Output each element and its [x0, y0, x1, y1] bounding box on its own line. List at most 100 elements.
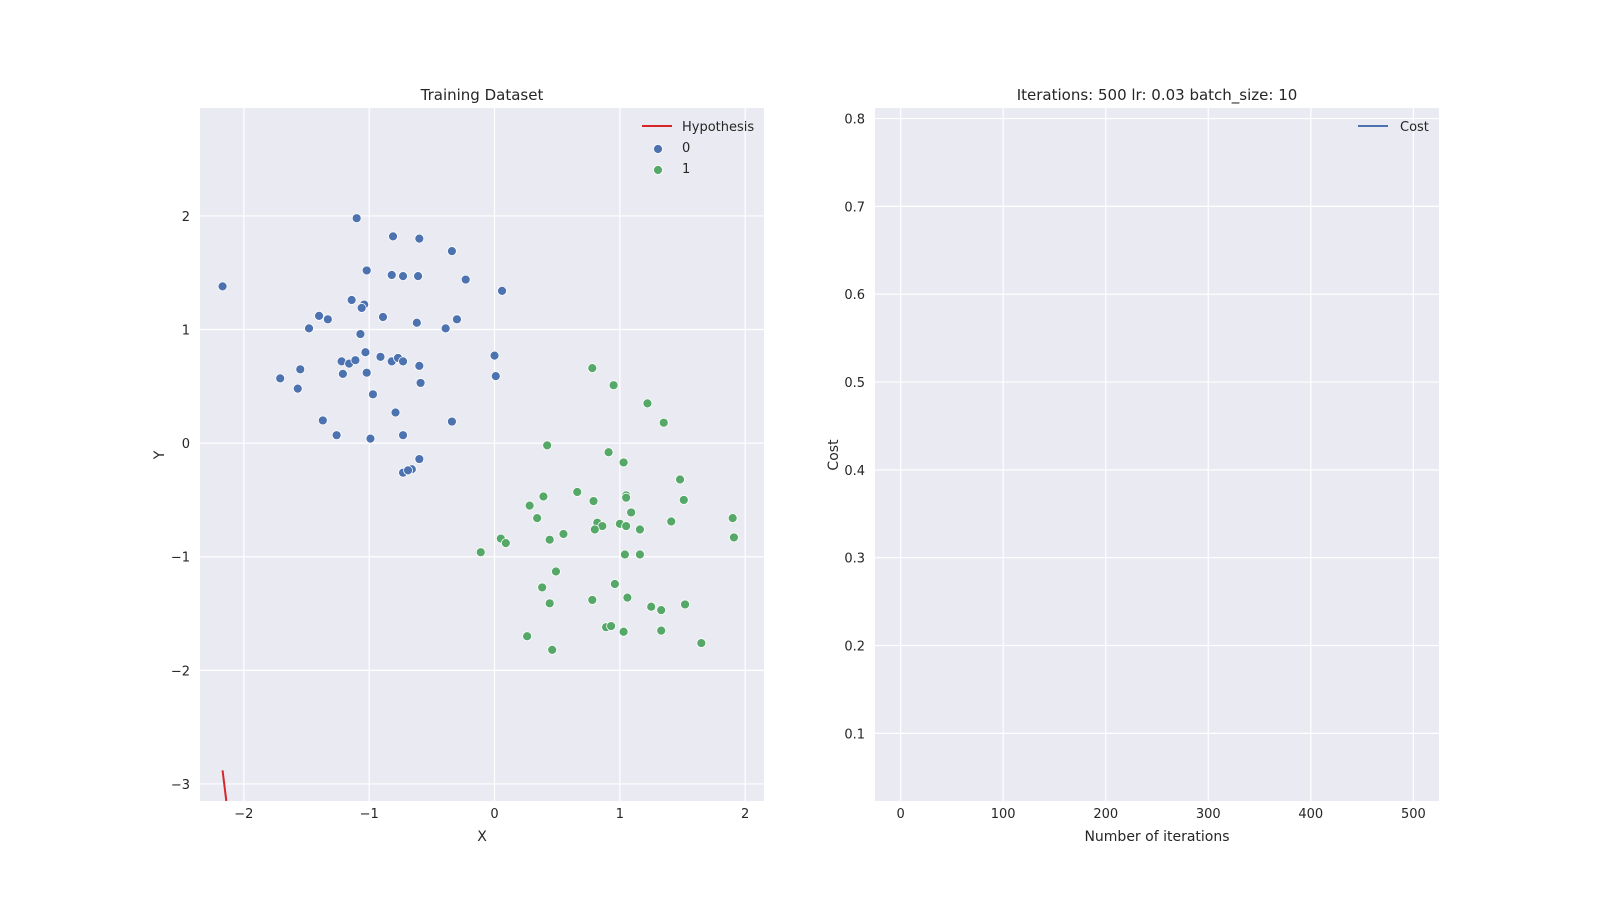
plot-area-background: [200, 108, 764, 801]
y-tick-label: 0.3: [844, 552, 865, 567]
class-1-point: [587, 595, 598, 605]
class-0-point: [447, 246, 457, 257]
class-0-point: [360, 347, 371, 358]
class-1-point: [544, 534, 555, 545]
class-1-point: [558, 529, 569, 539]
class-0-point: [331, 430, 342, 441]
x-tick-label: 500: [1401, 807, 1426, 822]
legend-class-1-swatch: [653, 165, 663, 175]
class-1-point: [656, 625, 667, 636]
x-axis-label: Number of iterations: [1084, 829, 1229, 845]
y-tick-label: −3: [171, 778, 190, 793]
class-0-point: [378, 312, 388, 322]
class-0-point: [356, 303, 367, 313]
x-tick-label: 2: [741, 807, 749, 822]
class-0-point: [317, 415, 328, 426]
plot-area-background: [875, 108, 1439, 801]
x-tick-label: 0: [896, 807, 904, 822]
class-0-point: [322, 314, 333, 325]
y-tick-label: 0.4: [844, 464, 865, 479]
class-1-point: [588, 496, 599, 506]
legend: Hypothesis 0 1: [642, 120, 754, 177]
class-1-point: [727, 513, 738, 524]
class-1-point: [658, 417, 669, 428]
y-axis-label: Y: [152, 450, 168, 460]
class-1-point: [572, 487, 583, 497]
class-1-point: [622, 592, 633, 603]
class-1-point: [618, 457, 629, 468]
legend: Cost: [1358, 120, 1429, 135]
class-1-point: [606, 621, 616, 631]
x-tick-label: 400: [1298, 807, 1323, 822]
class-0-point: [386, 270, 397, 280]
class-0-point: [346, 295, 357, 305]
x-tick-label: −1: [360, 807, 379, 822]
class-0-point: [489, 350, 500, 361]
class-0-point: [361, 265, 372, 276]
class-1-point: [696, 638, 707, 648]
class-0-point: [490, 371, 501, 382]
y-tick-label: 2: [182, 210, 190, 225]
legend-class-0-swatch: [653, 144, 663, 154]
class-0-point: [292, 383, 303, 394]
legend-label-hypothesis: Hypothesis: [682, 120, 754, 135]
class-1-point: [618, 626, 629, 637]
class-0-point: [275, 373, 286, 384]
class-0-point: [314, 310, 324, 321]
tick-labels: −2 −1 0 1 2 −3 −2 −1 0 1 2: [171, 210, 750, 822]
grid-lines: [200, 108, 764, 801]
class-0-point: [415, 378, 426, 388]
class-0-point: [361, 367, 372, 378]
training-dataset-plot: −2 −1 0 1 2 −3 −2 −1 0 1 2 Training Dataset X Y Hy…: [152, 86, 764, 845]
class-0-point: [388, 231, 398, 242]
class-0-point: [351, 213, 362, 224]
class-0-point: [414, 454, 425, 464]
hypothesis-line: [221, 770, 228, 802]
class-1-point: [537, 582, 548, 593]
x-tick-label: −2: [234, 807, 253, 822]
class-1-point: [547, 645, 558, 655]
class-0-point: [350, 355, 361, 366]
x-tick-label: 0: [490, 807, 498, 822]
class-1-point: [538, 491, 549, 502]
class-0-point: [295, 364, 306, 375]
class-0-point: [413, 271, 423, 282]
class-0-point: [365, 433, 376, 444]
class-1-point: [635, 549, 645, 560]
class-1-point: [589, 524, 600, 535]
class-1-point: [608, 380, 619, 391]
class-0-point: [390, 407, 401, 418]
y-tick-label: 1: [182, 324, 190, 339]
class-0-point: [452, 314, 462, 325]
class-1-point: [729, 532, 739, 543]
class-1-point: [666, 516, 677, 527]
class-0-point: [304, 323, 314, 334]
class-1-point: [551, 566, 561, 577]
x-tick-label: 1: [616, 807, 624, 822]
class-1-point: [626, 507, 637, 518]
x-tick-label: 300: [1196, 807, 1221, 822]
cost-plot: 0 100 200 300 400 500 0.1 0.2 0.3 0.4 0.5 0.6 0.7 0.8…: [826, 86, 1439, 845]
class-1-point: [680, 599, 690, 610]
class-1-point: [678, 495, 689, 505]
chart-title: Iterations: 500 lr: 0.03 batch_size: 10: [1017, 86, 1298, 105]
class-0-point: [497, 286, 507, 296]
class-1-point: [642, 398, 653, 409]
class-1-point: [475, 547, 486, 558]
class-1-point: [587, 363, 598, 374]
class-0-point: [460, 274, 471, 285]
class-1-point: [603, 447, 614, 458]
class-0-point: [411, 317, 422, 328]
class-1-point: [619, 549, 630, 560]
legend-label-cost: Cost: [1400, 120, 1429, 135]
grid-lines: [875, 108, 1439, 801]
class-0-point: [414, 233, 425, 244]
class-0-point: [414, 360, 425, 371]
y-tick-label: 0.2: [844, 640, 865, 655]
x-tick-label: 200: [1093, 807, 1118, 822]
class-1-point: [542, 440, 553, 451]
class-1-point: [532, 513, 543, 524]
class-1-point: [621, 492, 632, 503]
data-marks: [217, 213, 739, 802]
class-0-point: [440, 323, 451, 334]
